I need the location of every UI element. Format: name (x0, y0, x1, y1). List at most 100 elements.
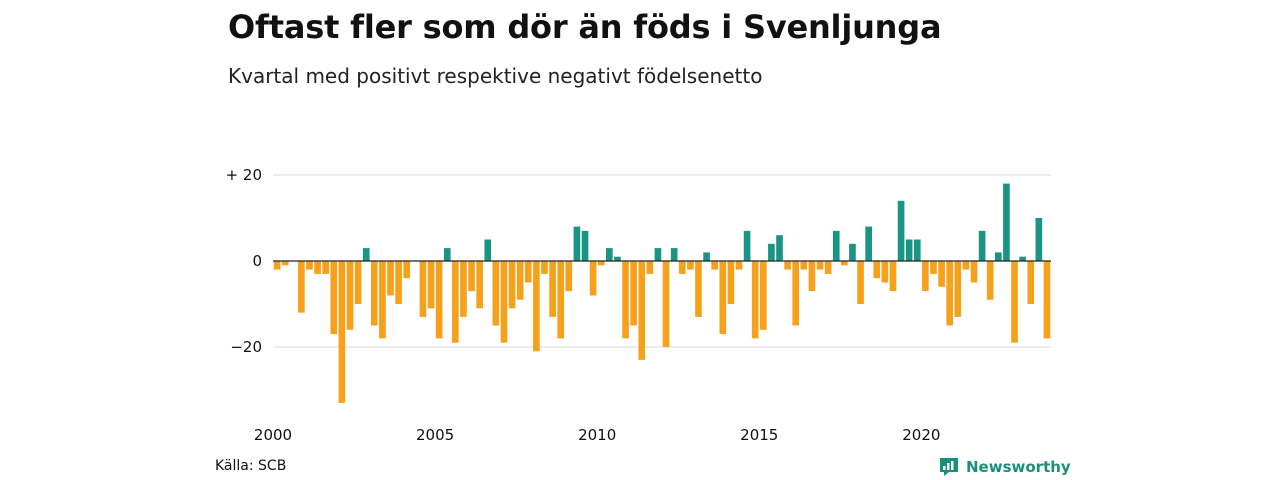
bar (954, 261, 962, 317)
bar (541, 261, 548, 274)
bar (370, 261, 378, 326)
bar (824, 261, 832, 274)
bar (913, 239, 921, 261)
bar (322, 261, 329, 274)
bar (468, 261, 475, 292)
chart-title: Oftast fler som dör än föds i Svenljunga (228, 8, 942, 46)
bar (533, 261, 540, 352)
bar (387, 261, 394, 296)
bar (865, 226, 872, 261)
bar (606, 248, 613, 261)
bar (565, 261, 573, 292)
y-axis-ticks: + 20 0 −20 (226, 166, 262, 356)
bar (452, 261, 459, 343)
bar (703, 252, 710, 261)
bar (970, 261, 978, 283)
bar (743, 230, 751, 261)
x-axis-ticks: 2000 2005 2010 2015 2020 (254, 426, 941, 444)
x-tick-label: 2000 (254, 426, 292, 444)
bar (687, 261, 694, 270)
bar (962, 261, 970, 270)
bar (751, 261, 759, 339)
bar (849, 243, 856, 261)
bar (654, 248, 662, 261)
x-tick-label: 2015 (740, 426, 778, 444)
bar (808, 261, 816, 292)
bar (995, 252, 1002, 261)
bar (938, 261, 945, 287)
bar (978, 230, 986, 261)
bar (889, 261, 897, 292)
bar (516, 261, 524, 300)
bar (484, 239, 492, 261)
bar (419, 261, 427, 317)
bar (695, 261, 702, 317)
bar (508, 261, 516, 309)
x-tick-label: 2020 (902, 426, 940, 444)
bar (711, 261, 718, 270)
y-tick-label: + 20 (226, 166, 262, 184)
bar (930, 261, 937, 274)
bar (1019, 256, 1026, 261)
bar (273, 261, 281, 270)
x-tick-label: 2005 (416, 426, 454, 444)
bar (986, 261, 994, 300)
bar (597, 261, 605, 266)
bar (678, 261, 686, 274)
bar (857, 261, 864, 304)
bar (314, 261, 321, 274)
bar (492, 261, 500, 326)
bar (298, 261, 305, 313)
bar (573, 226, 581, 261)
bar (306, 261, 313, 270)
bar (476, 261, 483, 309)
bar (946, 261, 954, 326)
brand-name: Newsworthy (966, 458, 1071, 476)
bar (662, 261, 670, 347)
bar (622, 261, 629, 339)
bar (500, 261, 508, 343)
bar (524, 261, 532, 283)
bar (346, 261, 354, 330)
bar (1043, 261, 1051, 339)
bar (403, 261, 411, 279)
bars (273, 183, 1051, 403)
bar (784, 261, 791, 270)
bar (338, 261, 346, 403)
bar (873, 261, 881, 279)
bar (281, 261, 289, 266)
bar (719, 261, 727, 335)
bar (768, 243, 775, 261)
y-tick-label: 0 (252, 252, 262, 270)
bar (1035, 218, 1043, 261)
chart-subtitle: Kvartal med positivt respektive negativt… (228, 64, 763, 88)
bar (792, 261, 800, 326)
bar (330, 261, 338, 335)
bar (776, 235, 783, 261)
bar (800, 261, 808, 270)
bar (435, 261, 443, 339)
bar (922, 261, 929, 292)
x-tick-label: 2010 (578, 426, 616, 444)
bar (354, 261, 362, 304)
bar (646, 261, 654, 274)
bar (1003, 183, 1010, 261)
bar (670, 248, 678, 261)
source-note: Källa: SCB (215, 458, 287, 474)
bar (557, 261, 565, 339)
bar (460, 261, 467, 317)
bar (630, 261, 637, 326)
y-tick-label: −20 (230, 338, 262, 356)
bar (881, 261, 889, 283)
bar (549, 261, 556, 317)
newsworthy-logo-icon (940, 458, 958, 476)
bar (735, 261, 743, 270)
bar (832, 230, 840, 261)
bar (897, 200, 905, 261)
bar (589, 261, 597, 296)
bar (581, 230, 589, 261)
bar (841, 261, 848, 266)
bar (362, 248, 370, 261)
bar (395, 261, 402, 304)
